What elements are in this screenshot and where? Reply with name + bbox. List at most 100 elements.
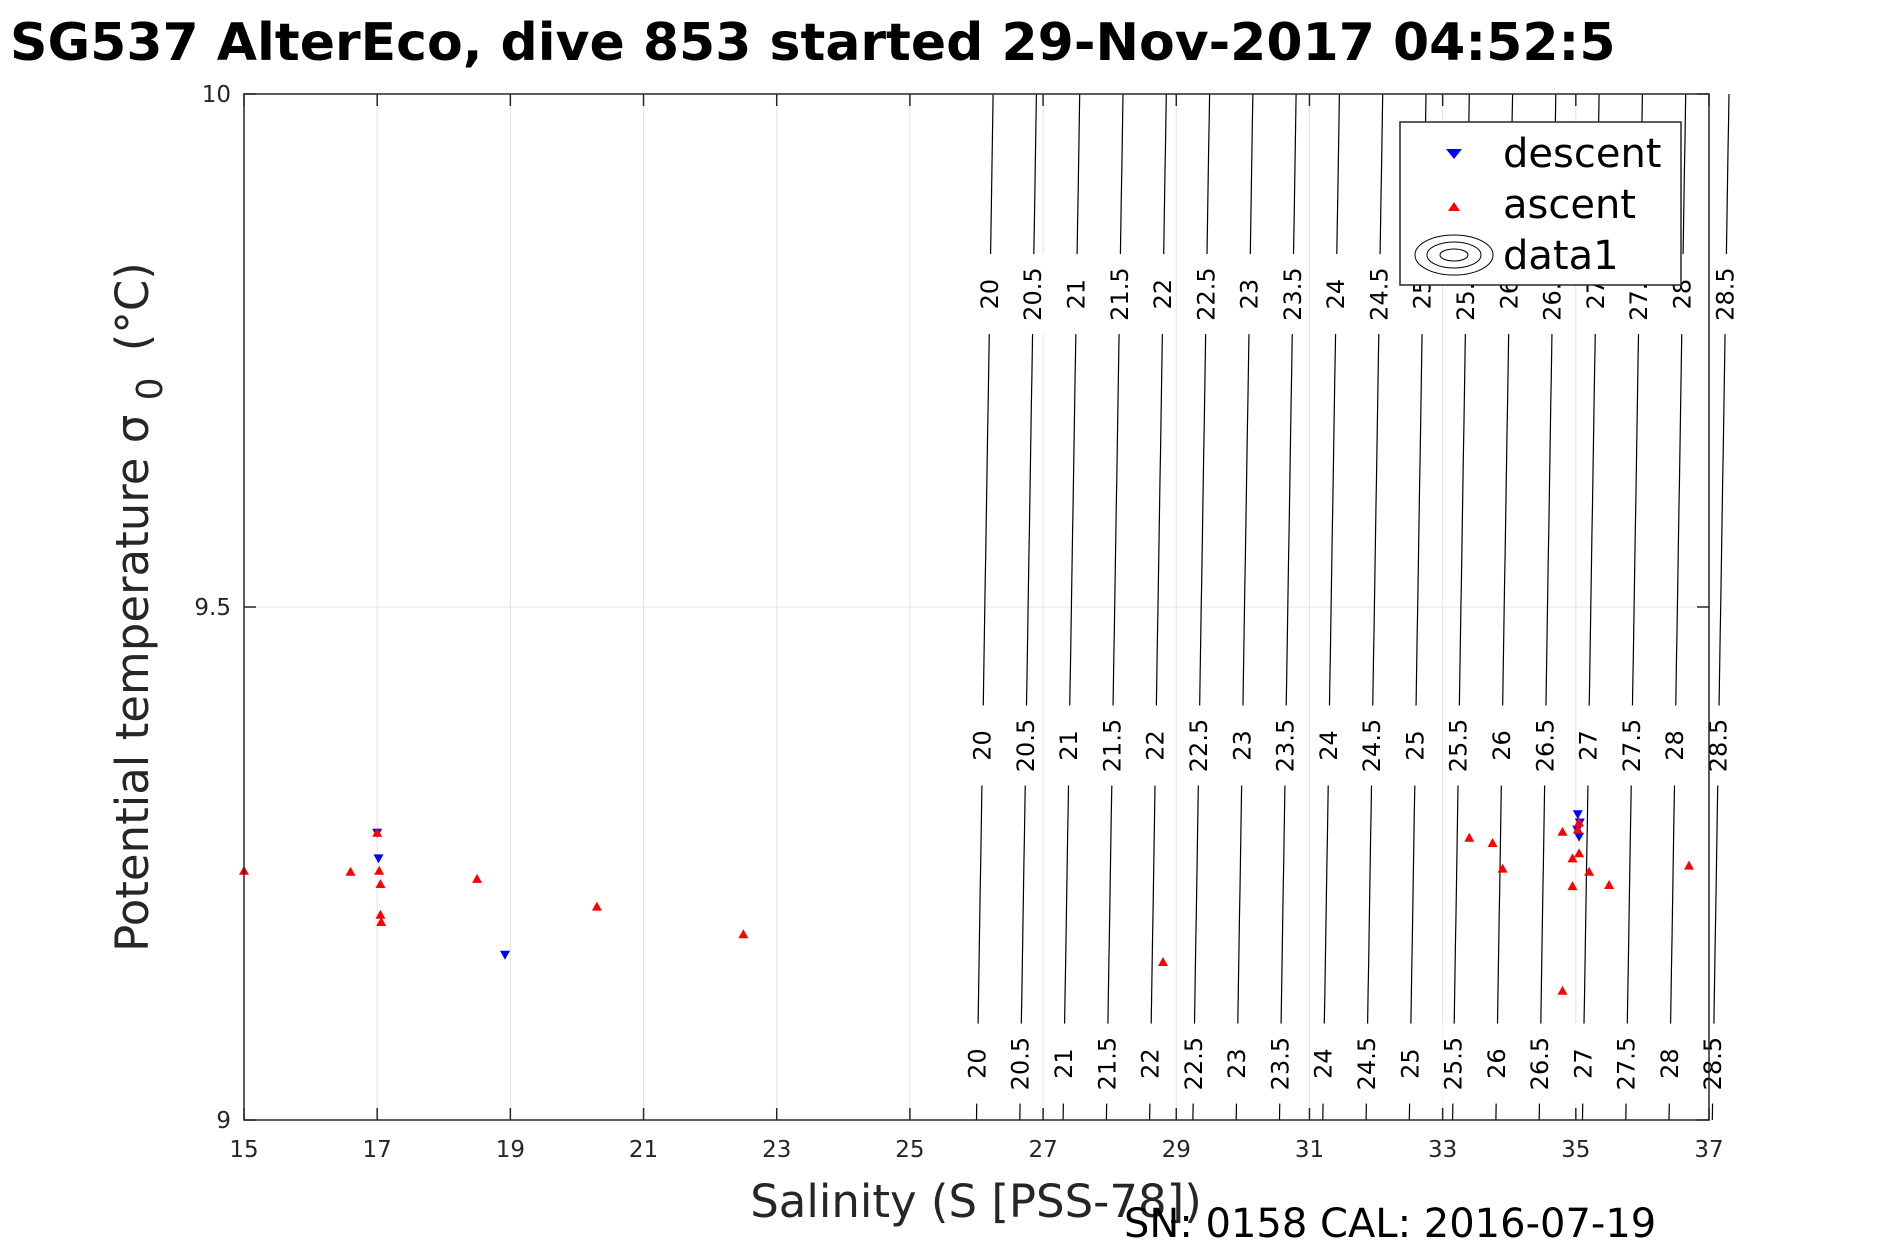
contour-label-bg: [1101, 705, 1124, 786]
contour-label: 22: [1137, 1048, 1165, 1079]
contour-label: 27.5: [1613, 1037, 1641, 1090]
legend: descent ascent data1: [1399, 121, 1682, 286]
x-axis-ticks: 15 17 19 21 23 25 27 29 31 33 35 37: [229, 94, 1724, 1163]
contour-label-bg: [1231, 705, 1254, 786]
contour-label-bg: [1317, 705, 1340, 786]
contour-label-bg: [1368, 254, 1391, 335]
contour-label: 22.5: [1180, 1037, 1208, 1090]
y-tick-label: 9.5: [194, 595, 231, 621]
contour-label: 28.5: [1699, 1037, 1727, 1090]
contour-label-bg: [1009, 1023, 1032, 1104]
contour-label: 22: [1149, 279, 1177, 310]
contour-label-bg: [1108, 254, 1131, 335]
contour-label-bg: [1490, 705, 1513, 786]
legend-ascent-marker: [1448, 202, 1460, 211]
descent-point: [373, 854, 384, 864]
contour-label: 23.5: [1266, 1037, 1294, 1090]
ascent-point: [738, 929, 749, 939]
contour-label-bg: [1529, 1023, 1552, 1104]
contour-label: 25: [1401, 730, 1429, 761]
contour-label: 22: [1142, 730, 1170, 761]
contour-label: 21.5: [1098, 719, 1126, 772]
contour-label: 22.5: [1185, 719, 1213, 772]
contour-label: 26: [1488, 730, 1516, 761]
ascent-point: [1557, 985, 1568, 995]
contour-label-bg: [1534, 705, 1557, 786]
ascent-point: [375, 909, 386, 919]
contour-label-bg: [978, 254, 1001, 335]
contour-label: 23: [1223, 1048, 1251, 1079]
contour-label: 21: [1055, 730, 1083, 761]
contour-label: 23: [1236, 279, 1264, 310]
contour-label: 23: [1228, 730, 1256, 761]
contour-label-bg: [1144, 705, 1167, 786]
ascent-point: [376, 917, 387, 926]
contour-label-bg: [1399, 1023, 1422, 1104]
contour-label-bg: [1226, 1023, 1249, 1104]
y-axis-label: Potential temperature σ: [106, 415, 159, 952]
contour-label: 21: [1050, 1048, 1078, 1079]
contour-label: 24.5: [1353, 1037, 1381, 1090]
ascent-point: [1567, 853, 1578, 863]
contour-label-bg: [1485, 1023, 1508, 1104]
x-axis-label: Salinity (S [PSS-78]): [750, 1175, 1202, 1228]
legend-data1-label: data1: [1503, 233, 1619, 279]
ascent-point: [372, 827, 383, 837]
contour-label-bg: [1065, 254, 1088, 335]
contour-label: 22.5: [1192, 267, 1220, 320]
contour-label: 27: [1575, 730, 1603, 761]
contour-label-bg: [1702, 1023, 1725, 1104]
contour-label-bg: [971, 705, 994, 786]
x-tick-label: 25: [895, 1137, 924, 1163]
ascent-point: [1584, 866, 1595, 876]
contour-label-bg: [1139, 1023, 1162, 1104]
descent-point: [500, 950, 510, 960]
contour-label: 24: [1315, 730, 1343, 761]
ascent-point: [1574, 848, 1585, 858]
ascent-point: [1557, 826, 1568, 836]
contour-label-bg: [1361, 705, 1384, 786]
ascent-point: [1464, 832, 1475, 842]
contour-label: 24.5: [1358, 719, 1386, 772]
contour-label: 20.5: [1007, 1037, 1035, 1090]
contour-label-bg: [1052, 1023, 1075, 1104]
contour-label-bg: [1014, 705, 1037, 786]
footer-serial-cal: SN: 0158 CAL: 2016-07-19: [1124, 1201, 1656, 1247]
contour-label-bg: [1572, 1023, 1595, 1104]
contour-label-bg: [1022, 254, 1045, 335]
contour-label: 24.5: [1366, 267, 1394, 320]
ascent-point: [1158, 957, 1168, 966]
ascent-point: [1572, 824, 1583, 834]
contour-label-bg: [1620, 705, 1643, 786]
chart-title: SG537 AlterEco, dive 853 started 29-Nov-…: [10, 13, 1616, 73]
contour-label: 26: [1483, 1048, 1511, 1079]
ascent-point: [1567, 881, 1578, 891]
contour-label: 28: [1661, 730, 1689, 761]
contour-label-bg: [1707, 705, 1730, 786]
contour-label-bg: [1664, 705, 1687, 786]
contour-label: 23.5: [1279, 267, 1307, 320]
contour-label: 24: [1310, 1048, 1338, 1079]
ascent-point: [345, 866, 356, 876]
x-tick-label: 31: [1295, 1137, 1324, 1163]
y-axis-ticks: 9 9.5 10: [194, 82, 1709, 1134]
contour-label-bg: [1714, 254, 1737, 335]
legend-ascent-label: ascent: [1503, 182, 1636, 228]
data-markers: [239, 810, 1694, 995]
contour-label: 25.5: [1440, 1037, 1468, 1090]
contour-label-bg: [1096, 1023, 1119, 1104]
legend-descent-marker: [1446, 149, 1462, 159]
contour-label-bg: [1058, 705, 1081, 786]
contour-label: 20: [963, 1048, 991, 1079]
contour-label-bg: [1404, 705, 1427, 786]
y-axis-label-unit: (°C): [106, 262, 159, 351]
y-tick-label: 9: [216, 1108, 231, 1134]
contour-label: 27.5: [1618, 719, 1646, 772]
x-tick-label: 37: [1694, 1137, 1723, 1163]
contour-label-bg: [1312, 1023, 1335, 1104]
ascent-point: [1684, 860, 1694, 870]
descent-point: [1574, 832, 1585, 842]
descent-point: [1572, 810, 1583, 820]
contour-label-bg: [1182, 1023, 1205, 1104]
